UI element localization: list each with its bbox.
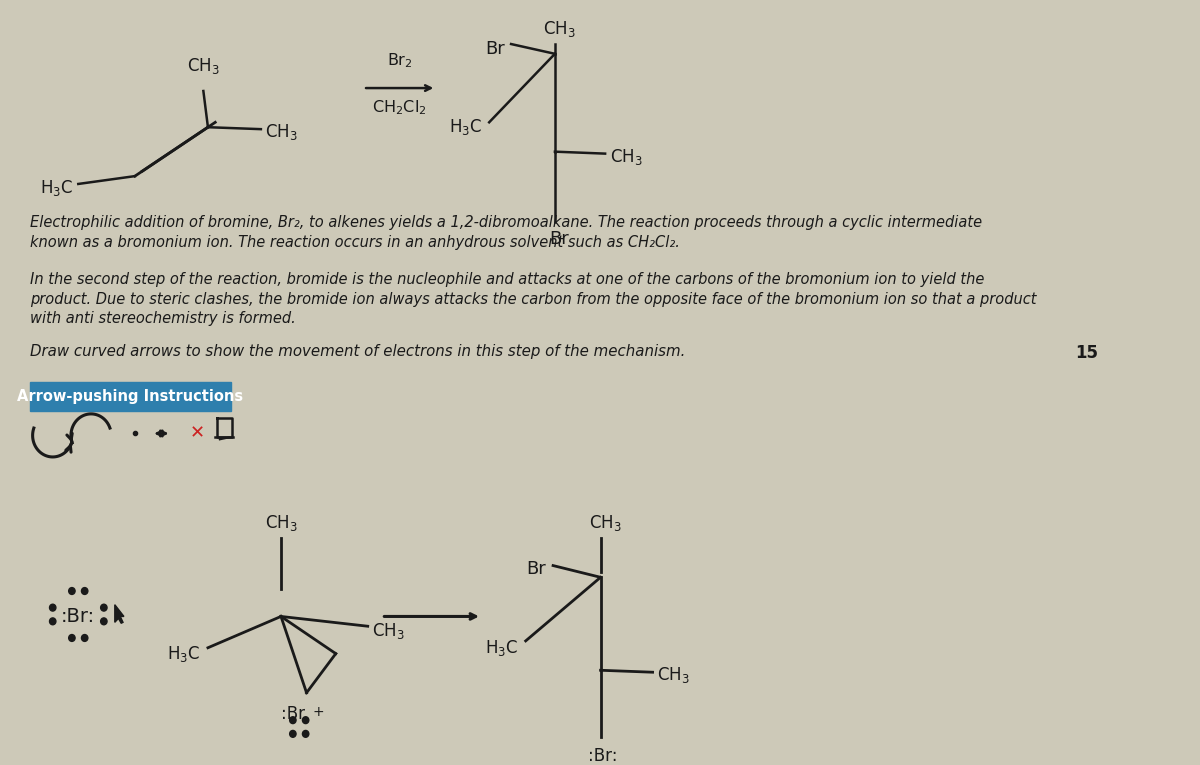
- Circle shape: [101, 604, 107, 611]
- Text: product. Due to steric clashes, the bromide ion always attacks the carbon from t: product. Due to steric clashes, the brom…: [30, 291, 1037, 307]
- Circle shape: [604, 750, 610, 757]
- Circle shape: [82, 634, 88, 641]
- Text: CH$_3$: CH$_3$: [610, 147, 642, 167]
- Circle shape: [302, 731, 308, 737]
- Text: CH$_3$: CH$_3$: [264, 513, 298, 533]
- Text: H$_3$C: H$_3$C: [40, 178, 73, 198]
- Text: Br$_2$: Br$_2$: [386, 52, 413, 70]
- Text: +: +: [312, 705, 324, 718]
- Circle shape: [68, 588, 76, 594]
- Text: In the second step of the reaction, bromide is the nucleophile and attacks at on: In the second step of the reaction, brom…: [30, 272, 984, 287]
- Text: :Br: :Br: [281, 705, 305, 722]
- Circle shape: [49, 604, 56, 611]
- Circle shape: [82, 588, 88, 594]
- Text: H$_3$C: H$_3$C: [485, 638, 518, 658]
- Text: Draw curved arrows to show the movement of electrons in this step of the mechani: Draw curved arrows to show the movement …: [30, 344, 685, 360]
- Circle shape: [302, 717, 308, 724]
- Text: CH$_3$: CH$_3$: [372, 621, 406, 641]
- Text: Br: Br: [526, 561, 546, 578]
- Text: CH$_3$: CH$_3$: [658, 665, 690, 685]
- Circle shape: [68, 634, 76, 641]
- Text: with anti stereochemistry is formed.: with anti stereochemistry is formed.: [30, 311, 295, 326]
- Text: Electrophilic addition of bromine, Br₂, to alkenes yields a 1,2-dibromoalkane. T: Electrophilic addition of bromine, Br₂, …: [30, 215, 982, 230]
- Text: ✕: ✕: [190, 425, 204, 442]
- Circle shape: [289, 717, 296, 724]
- Polygon shape: [115, 604, 124, 623]
- Text: :Br:: :Br:: [588, 747, 617, 764]
- Text: CH$_3$: CH$_3$: [544, 19, 576, 39]
- Text: CH$_2$Cl$_2$: CH$_2$Cl$_2$: [372, 98, 427, 116]
- Text: CH$_3$: CH$_3$: [264, 122, 298, 142]
- Text: Br: Br: [485, 40, 505, 58]
- Circle shape: [289, 731, 296, 737]
- Text: CH$_3$: CH$_3$: [589, 513, 622, 533]
- Text: 15: 15: [1075, 344, 1098, 363]
- Text: H$_3$C: H$_3$C: [449, 117, 482, 137]
- Text: H$_3$C: H$_3$C: [168, 643, 200, 663]
- Circle shape: [49, 618, 56, 625]
- Text: Br: Br: [550, 230, 569, 248]
- FancyBboxPatch shape: [30, 382, 230, 411]
- Circle shape: [590, 750, 598, 757]
- Text: CH$_3$: CH$_3$: [187, 57, 220, 76]
- Text: known as a bromonium ion. The reaction occurs in an anhydrous solvent such as CH: known as a bromonium ion. The reaction o…: [30, 235, 679, 250]
- Text: :Br:: :Br:: [61, 607, 95, 626]
- Circle shape: [101, 618, 107, 625]
- Text: Arrow-pushing Instructions: Arrow-pushing Instructions: [17, 389, 244, 404]
